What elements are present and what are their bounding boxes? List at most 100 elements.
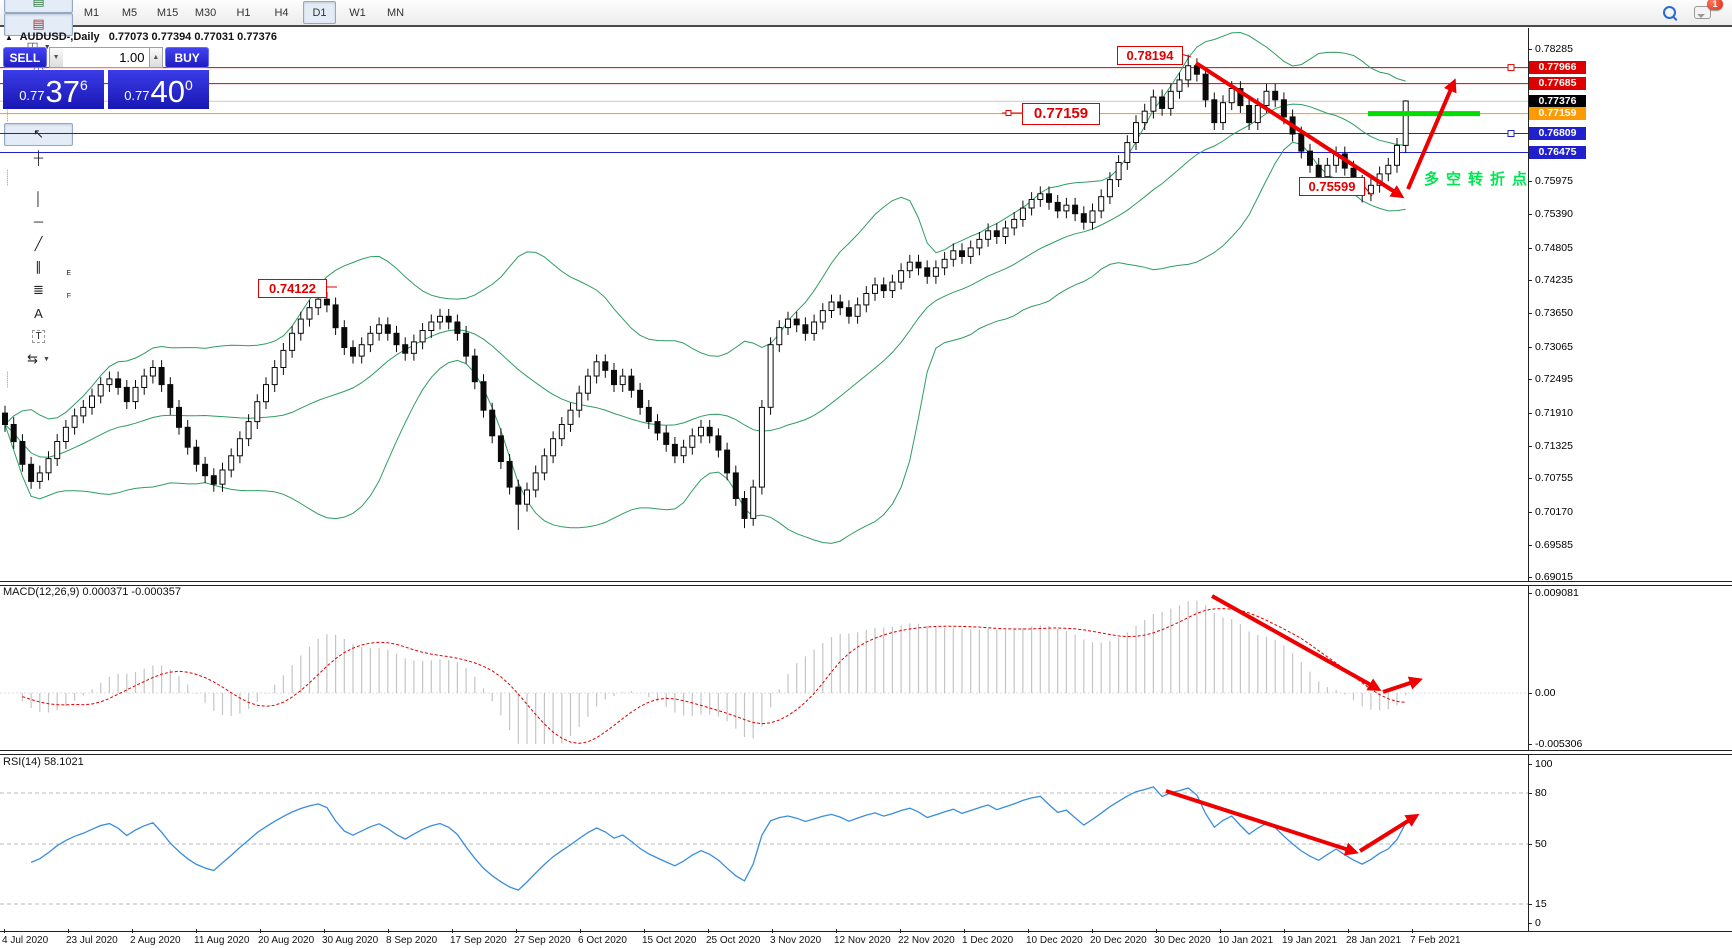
one-click-trading-panel: SELL ▼ ▲ BUY 0.77 37 6 0.77 40 0 bbox=[3, 47, 209, 109]
price-badge: 0.76809 bbox=[1529, 127, 1586, 140]
period-clock-button[interactable]: ◷ bbox=[4, 59, 73, 82]
price-badge: 0.77685 bbox=[1529, 77, 1586, 91]
window-collapse-icon[interactable]: ▲ bbox=[5, 33, 13, 42]
buy-price-display[interactable]: 0.77 40 0 bbox=[108, 70, 209, 109]
navigator-button[interactable]: ▤ bbox=[4, 12, 74, 36]
price-axis-tick bbox=[1528, 478, 1532, 480]
price-badge: 0.77966 bbox=[1529, 61, 1586, 75]
price-badge: 0.77376 bbox=[1529, 94, 1586, 108]
timeframe-w1[interactable]: W1 bbox=[349, 6, 366, 19]
price-axis-label: 0.73065 bbox=[1535, 340, 1573, 353]
buy-price-big: 40 bbox=[150, 74, 185, 109]
sell-price-display[interactable]: 0.77 37 6 bbox=[3, 70, 104, 109]
search-button[interactable] bbox=[1654, 1, 1685, 24]
macd-label: MACD(12,26,9) 0.000371 -0.000357 bbox=[3, 586, 181, 598]
date-label[interactable]: 30 Dec 2020 bbox=[1154, 935, 1211, 946]
rsi-axis-tick bbox=[1528, 844, 1532, 845]
date-label[interactable]: 10 Dec 2020 bbox=[1026, 935, 1083, 946]
date-label[interactable]: 4 Jul 2020 bbox=[2, 935, 49, 946]
volume-input[interactable] bbox=[62, 47, 149, 68]
vertical-line-button[interactable]: │ bbox=[4, 187, 73, 210]
timeframe-h1[interactable]: H1 bbox=[236, 6, 251, 19]
date-label[interactable]: 10 Jan 2021 bbox=[1218, 935, 1274, 946]
price-axis-label: 0.70170 bbox=[1535, 505, 1573, 518]
equidistant-channel-button[interactable]: ∥ E bbox=[4, 256, 73, 279]
date-label[interactable]: 1 Dec 2020 bbox=[962, 935, 1014, 946]
panel-separator-macd[interactable] bbox=[0, 581, 1732, 586]
timeframe-m30[interactable]: M30 bbox=[194, 6, 217, 19]
timeframe-mn[interactable]: MN bbox=[386, 6, 405, 19]
timeframe-m5[interactable]: M5 bbox=[121, 6, 138, 19]
date-axis-tick bbox=[260, 929, 261, 933]
trendline-button[interactable]: ╱ bbox=[4, 233, 73, 256]
notification-badge: 1 bbox=[1707, 0, 1723, 10]
price-axis-label: 0.72495 bbox=[1535, 373, 1573, 386]
date-label[interactable]: 11 Aug 2020 bbox=[194, 935, 250, 946]
date-label[interactable]: 15 Oct 2020 bbox=[642, 935, 697, 946]
date-label[interactable]: 27 Sep 2020 bbox=[514, 935, 571, 946]
timeframe-d1[interactable]: D1 bbox=[303, 1, 337, 24]
volume-increase-button[interactable]: ▲ bbox=[148, 47, 164, 68]
price-callout[interactable]: 0.75599 bbox=[1299, 177, 1365, 196]
date-label[interactable]: 2 Aug 2020 bbox=[130, 935, 181, 946]
rsi-axis-label: 80 bbox=[1535, 787, 1547, 799]
date-label[interactable]: 28 Jan 2021 bbox=[1346, 935, 1402, 946]
text-label-button[interactable]: T bbox=[4, 325, 73, 348]
crosshair-icon: ┼ bbox=[33, 149, 44, 165]
candlestick-chart[interactable] bbox=[0, 28, 1528, 581]
data-window-button[interactable]: ▤ bbox=[4, 0, 74, 13]
date-label[interactable]: 30 Aug 2020 bbox=[322, 935, 379, 946]
text-button[interactable]: A bbox=[4, 302, 73, 325]
fibonacci-icon: ≣ bbox=[33, 282, 44, 297]
date-label[interactable]: 20 Aug 2020 bbox=[258, 935, 315, 946]
notifications-button[interactable]: 1 bbox=[1687, 0, 1723, 24]
date-label[interactable]: 22 Nov 2020 bbox=[898, 935, 955, 946]
price-axis-tick bbox=[1528, 280, 1532, 282]
timeframe-m15[interactable]: M15 bbox=[156, 6, 179, 19]
price-axis-label: 0.74235 bbox=[1535, 274, 1573, 287]
crosshair-button[interactable]: ┼ bbox=[4, 146, 73, 169]
dropdown-arrow-icon: ▼ bbox=[43, 43, 51, 51]
icon-subscript: E bbox=[66, 269, 72, 277]
volume-decrease-button[interactable]: ▼ bbox=[48, 47, 63, 68]
date-axis-separator bbox=[0, 931, 1732, 933]
date-axis-tick bbox=[1284, 929, 1285, 933]
macd-axis-label: 0.00 bbox=[1535, 687, 1556, 699]
sell-button[interactable]: SELL bbox=[3, 47, 47, 68]
price-callout[interactable]: 0.78194 bbox=[1117, 46, 1183, 65]
price-callout[interactable]: 0.77159 bbox=[1022, 103, 1100, 125]
horizontal-line-button[interactable]: ─ bbox=[4, 210, 73, 233]
date-label[interactable]: 20 Dec 2020 bbox=[1090, 935, 1147, 946]
price-callout[interactable]: 0.74122 bbox=[258, 279, 327, 298]
macd-panel[interactable] bbox=[0, 584, 1528, 750]
price-axis-label: 0.69585 bbox=[1535, 538, 1573, 551]
date-label[interactable]: 23 Jul 2020 bbox=[66, 935, 118, 946]
date-label[interactable]: 17 Sep 2020 bbox=[450, 935, 507, 946]
timeframe-m1[interactable]: M1 bbox=[83, 6, 100, 19]
timeframe-group: M1 M5 M15 M30 H1 H4 D1 W1 MN bbox=[74, 1, 413, 24]
buy-button[interactable]: BUY bbox=[165, 47, 209, 68]
toolbar-separator bbox=[7, 168, 8, 186]
icon-subscript: F bbox=[66, 292, 72, 300]
macd-axis-tick bbox=[1528, 744, 1532, 745]
date-label[interactable]: 19 Jan 2021 bbox=[1282, 935, 1338, 946]
shapes-button[interactable]: ⇆ ▼ bbox=[4, 348, 73, 371]
timeframe-h4[interactable]: H4 bbox=[274, 6, 289, 19]
rsi-panel[interactable] bbox=[0, 753, 1528, 932]
chat-bubble-icon bbox=[1694, 6, 1711, 19]
date-label[interactable]: 6 Oct 2020 bbox=[578, 935, 627, 946]
date-label[interactable]: 12 Nov 2020 bbox=[834, 935, 891, 946]
search-icon bbox=[1663, 6, 1676, 19]
date-axis-tick bbox=[708, 929, 709, 933]
date-label[interactable]: 3 Nov 2020 bbox=[770, 935, 822, 946]
panel-separator-rsi[interactable] bbox=[0, 750, 1732, 755]
rsi-axis-label: 100 bbox=[1535, 758, 1553, 770]
horizontal-line-icon: ─ bbox=[33, 213, 44, 229]
date-label[interactable]: 7 Feb 2021 bbox=[1410, 935, 1461, 946]
fibonacci-button[interactable]: ≣ F bbox=[4, 279, 73, 302]
date-label[interactable]: 25 Oct 2020 bbox=[706, 935, 761, 946]
date-label[interactable]: 8 Sep 2020 bbox=[386, 935, 438, 946]
turning-point-annotation[interactable]: 多空转折点 bbox=[1424, 171, 1535, 188]
price-axis-tick bbox=[1528, 379, 1532, 381]
date-axis-tick bbox=[900, 929, 901, 933]
